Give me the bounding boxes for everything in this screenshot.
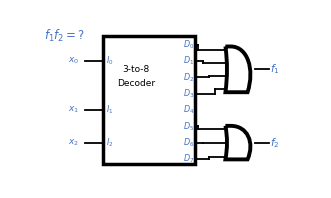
Text: $f_1f_2=?$: $f_1f_2=?$ (44, 28, 85, 44)
Text: $I_0$: $I_0$ (106, 55, 114, 68)
Text: $D_7$: $D_7$ (183, 153, 194, 165)
Text: $x_0$: $x_0$ (68, 56, 79, 67)
Text: $D_5$: $D_5$ (183, 120, 194, 133)
Text: $f_1$: $f_1$ (270, 62, 280, 76)
Text: $D_4$: $D_4$ (183, 104, 194, 116)
Text: 3-to-8: 3-to-8 (122, 65, 150, 74)
Text: $f_2$: $f_2$ (270, 136, 280, 149)
Text: $D_6$: $D_6$ (183, 136, 194, 149)
Text: $D_2$: $D_2$ (183, 71, 194, 84)
Text: $D_0$: $D_0$ (183, 39, 194, 51)
Text: $I_1$: $I_1$ (106, 104, 114, 116)
PathPatch shape (225, 47, 251, 92)
Text: $D_1$: $D_1$ (183, 55, 194, 68)
Bar (103, 36, 195, 164)
Text: Decoder: Decoder (117, 79, 155, 88)
Text: $I_2$: $I_2$ (106, 136, 114, 149)
Text: $x_2$: $x_2$ (68, 137, 79, 148)
PathPatch shape (225, 126, 251, 159)
Text: $x_1$: $x_1$ (68, 105, 79, 115)
Text: $D_3$: $D_3$ (183, 88, 194, 100)
